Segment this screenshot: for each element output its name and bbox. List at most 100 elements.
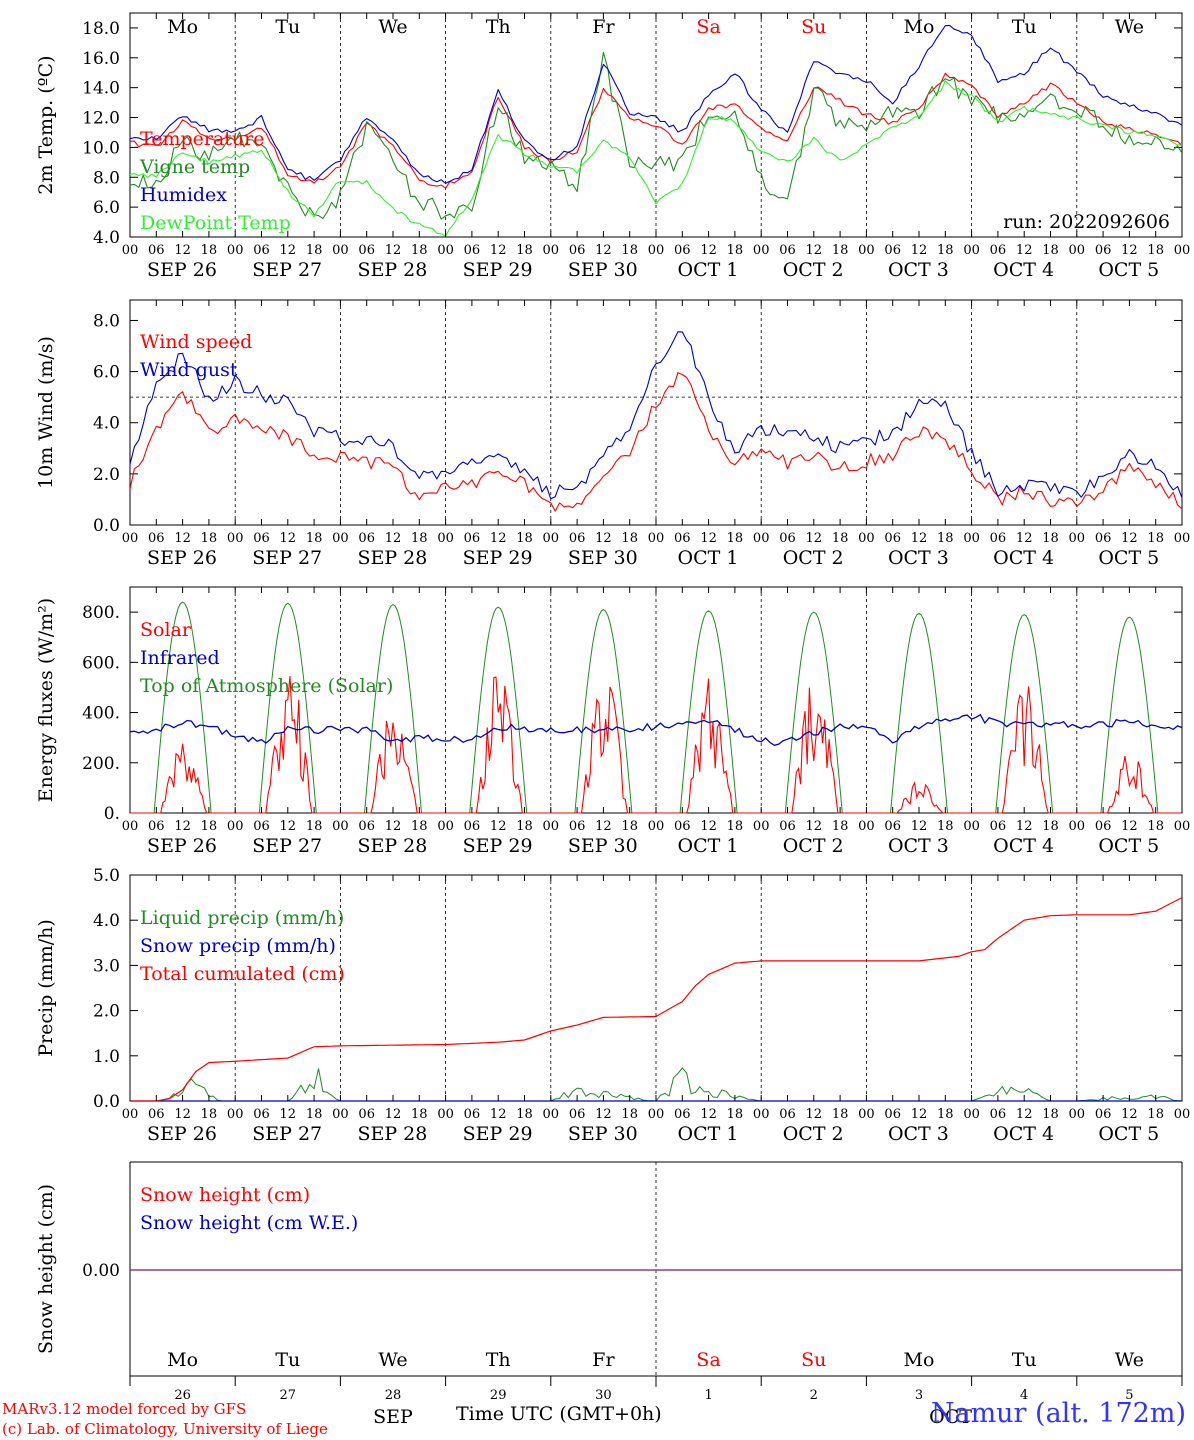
hour-tick-label: 06 — [674, 243, 691, 258]
date-label: OCT 3 — [888, 259, 949, 281]
hour-tick-label: 12 — [385, 243, 402, 258]
hour-tick-label: 06 — [779, 1107, 796, 1122]
hour-tick-label: 00 — [858, 243, 875, 258]
y-tick-label: 6.0 — [93, 363, 120, 383]
date-label: SEP 27 — [252, 259, 322, 281]
hour-tick-label: 18 — [832, 531, 849, 546]
hour-tick-label: 12 — [1016, 819, 1033, 834]
y-tick-label: 0.00 — [82, 1261, 120, 1281]
hour-tick-label: 12 — [911, 243, 928, 258]
hour-tick-label: 12 — [490, 531, 507, 546]
hour-tick-label: 06 — [253, 531, 270, 546]
y-tick-label: 0.0 — [93, 516, 120, 536]
hour-tick-label: 00 — [963, 243, 980, 258]
hour-tick-label: 00 — [963, 1107, 980, 1122]
hour-tick-label: 00 — [753, 1107, 770, 1122]
weekday-label: Sa — [696, 16, 720, 38]
hour-tick-label: 00 — [227, 243, 244, 258]
hour-tick-label: 18 — [1147, 243, 1164, 258]
energy-legend-2: Top of Atmosphere (Solar) — [140, 675, 393, 697]
hour-tick-label: 06 — [884, 819, 901, 834]
hour-tick-label: 12 — [1121, 1107, 1138, 1122]
temp-legend-3: DewPoint Temp — [140, 212, 291, 234]
weekday-label: Su — [801, 1349, 826, 1371]
y-tick-label: 12.0 — [82, 109, 120, 129]
hour-tick-label: 00 — [332, 243, 349, 258]
date-label: SEP 28 — [357, 259, 427, 281]
hour-tick-label: 18 — [937, 531, 954, 546]
date-label: SEP 30 — [568, 547, 638, 569]
date-label: SEP 30 — [568, 835, 638, 857]
hour-tick-label: 12 — [280, 531, 297, 546]
y-tick-label: 8.0 — [93, 311, 120, 331]
hour-tick-label: 18 — [1147, 819, 1164, 834]
y-axis-label-3: Energy fluxes (W/m²) — [35, 598, 57, 802]
date-label: OCT 1 — [678, 259, 739, 281]
hour-tick-label: 00 — [543, 1107, 560, 1122]
hour-tick-label: 18 — [937, 819, 954, 834]
hour-tick-label: 06 — [569, 531, 586, 546]
hour-tick-label: 18 — [201, 819, 218, 834]
hour-tick-label: 00 — [122, 1107, 139, 1122]
y-tick-label: 1.0 — [93, 1047, 120, 1067]
wind-series-0 — [129, 372, 1183, 512]
weekday-label: We — [378, 16, 407, 38]
precip-legend-2: Total cumulated (cm) — [140, 963, 345, 985]
weekday-label: Tu — [1012, 16, 1037, 38]
hour-tick-label: 00 — [437, 819, 454, 834]
weekday-label: We — [378, 1349, 407, 1371]
hour-tick-label: 06 — [569, 243, 586, 258]
hour-tick-label: 12 — [1121, 819, 1138, 834]
hour-tick-label: 00 — [1069, 819, 1086, 834]
y-axis-label-1: 2m Temp. (ºC) — [35, 55, 57, 194]
hour-tick-label: 12 — [174, 819, 191, 834]
hour-tick-label: 12 — [385, 1107, 402, 1122]
hour-tick-label: 00 — [227, 819, 244, 834]
hour-tick-label: 18 — [516, 531, 533, 546]
hour-tick-label: 12 — [280, 819, 297, 834]
hour-tick-label: 00 — [858, 819, 875, 834]
hour-tick-label: 18 — [411, 243, 428, 258]
date-label: OCT 3 — [888, 835, 949, 857]
hour-tick-label: 00 — [753, 531, 770, 546]
day-number-label: 4 — [1020, 1388, 1028, 1403]
weekday-label: Tu — [275, 1349, 300, 1371]
hour-tick-label: 12 — [595, 531, 612, 546]
date-label: SEP 26 — [147, 547, 217, 569]
date-label: SEP 29 — [463, 547, 533, 569]
hour-tick-label: 00 — [858, 531, 875, 546]
day-number-label: 30 — [595, 1388, 612, 1403]
hour-tick-label: 12 — [806, 819, 823, 834]
weekday-label: Tu — [275, 16, 300, 38]
hour-tick-label: 00 — [648, 531, 665, 546]
y-tick-label: 10.0 — [82, 138, 120, 158]
hour-tick-label: 18 — [306, 819, 323, 834]
hour-tick-label: 12 — [911, 819, 928, 834]
hour-tick-label: 18 — [621, 243, 638, 258]
hour-tick-label: 18 — [306, 531, 323, 546]
date-label: SEP 27 — [252, 1123, 322, 1145]
date-label: OCT 5 — [1098, 259, 1159, 281]
date-label: SEP 29 — [463, 835, 533, 857]
y-tick-label: 5.0 — [93, 866, 120, 886]
hour-tick-label: 00 — [543, 243, 560, 258]
hour-tick-label: 00 — [963, 531, 980, 546]
day-number-label: 26 — [174, 1388, 191, 1403]
hour-tick-label: 12 — [911, 531, 928, 546]
month-label-sep: SEP — [373, 1406, 413, 1428]
weekday-label: We — [1115, 16, 1144, 38]
hour-tick-label: 06 — [990, 243, 1007, 258]
hour-tick-label: 18 — [727, 531, 744, 546]
hour-tick-label: 18 — [411, 1107, 428, 1122]
date-label: OCT 4 — [993, 835, 1054, 857]
hour-tick-label: 18 — [1147, 1107, 1164, 1122]
hour-tick-label: 18 — [832, 819, 849, 834]
date-label: OCT 2 — [783, 1123, 844, 1145]
hour-tick-label: 18 — [201, 1107, 218, 1122]
wind-series-1 — [129, 331, 1183, 500]
weekday-label: Tu — [1012, 1349, 1037, 1371]
month-label-oct: OCT — [929, 1406, 972, 1428]
y-tick-label: 4.0 — [93, 414, 120, 434]
hour-tick-label: 00 — [1174, 1107, 1191, 1122]
day-number-label: 5 — [1125, 1388, 1133, 1403]
